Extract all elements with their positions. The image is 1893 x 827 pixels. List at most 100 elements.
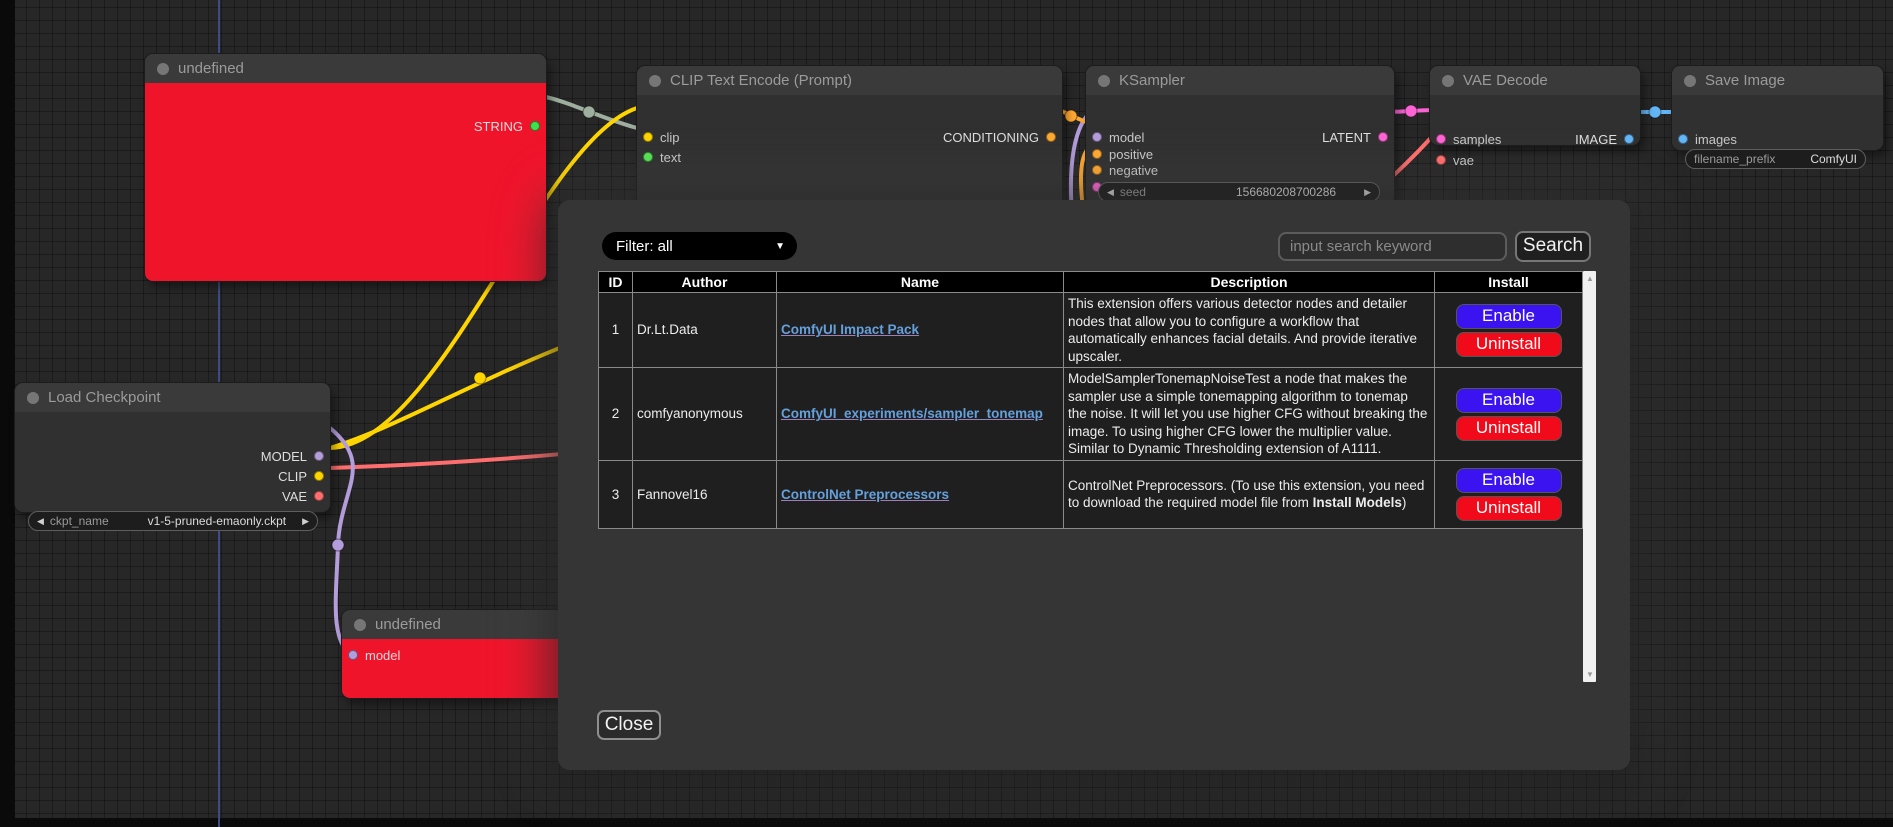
scroll-down-icon[interactable]: ▼	[1586, 670, 1594, 679]
input-clip[interactable]: clip	[643, 127, 680, 147]
search-button[interactable]: Search	[1515, 230, 1591, 262]
node-title: undefined	[178, 60, 244, 77]
scroll-up-icon[interactable]: ▲	[1586, 274, 1594, 283]
node-title: VAE Decode	[1463, 72, 1548, 89]
node-undefined-top[interactable]: undefined STRING	[145, 54, 546, 281]
node-status-dot	[1098, 74, 1110, 87]
latent-port-dot[interactable]	[1436, 134, 1446, 144]
conditioning-port-dot[interactable]	[1046, 132, 1056, 142]
input-text[interactable]: text	[643, 147, 681, 167]
uninstall-button[interactable]: Uninstall	[1455, 415, 1562, 441]
output-image[interactable]: IMAGE	[1575, 129, 1634, 149]
canvas-edge-left	[0, 0, 15, 827]
input-images[interactable]: images	[1678, 129, 1737, 149]
node-title: CLIP Text Encode (Prompt)	[670, 72, 853, 89]
enable-button[interactable]: Enable	[1455, 387, 1562, 413]
cell-author: comfyanonymous	[632, 367, 777, 461]
input-samples[interactable]: samples	[1436, 129, 1501, 149]
extension-row: 3 Fannovel16 ControlNet Preprocessors Co…	[598, 459, 1583, 529]
link-dot-image[interactable]	[1648, 105, 1662, 119]
node-status-dot	[1442, 74, 1454, 87]
enable-button[interactable]: Enable	[1455, 303, 1562, 329]
output-vae[interactable]: VAE	[282, 486, 324, 506]
output-string[interactable]: STRING	[474, 116, 540, 136]
input-negative[interactable]: negative	[1092, 160, 1158, 180]
scrollbar[interactable]: ▲ ▼	[1583, 271, 1596, 682]
node-status-dot	[354, 618, 366, 631]
filter-select[interactable]: Filter: all ▼	[602, 232, 797, 260]
manager-dialog: Filter: all ▼ Search ID Author Name Desc…	[558, 200, 1630, 770]
node-vae-decode[interactable]: VAE Decode samples vae IMAGE	[1430, 66, 1640, 168]
image-port-dot[interactable]	[1624, 134, 1634, 144]
col-header-id: ID	[598, 271, 633, 293]
cell-id: 1	[598, 291, 633, 369]
vae-port-dot[interactable]	[314, 491, 324, 501]
enable-button[interactable]: Enable	[1455, 467, 1562, 493]
seed-widget[interactable]: ◀ seed 156680208700286 ▶	[1098, 182, 1380, 202]
extension-link[interactable]: ControlNet Preprocessors	[781, 486, 950, 502]
link-dot-conditioning[interactable]	[1064, 109, 1078, 123]
widget-label: seed	[1119, 185, 1146, 199]
text-port-dot[interactable]	[643, 152, 653, 162]
prev-arrow-icon[interactable]: ◀	[37, 515, 44, 526]
widget-label: ckpt_name	[49, 514, 109, 528]
model-port-dot[interactable]	[314, 451, 324, 461]
cell-id: 2	[598, 367, 633, 461]
latent-port-dot[interactable]	[1378, 132, 1388, 142]
conditioning-port-dot[interactable]	[1092, 149, 1102, 159]
link-dot-string[interactable]	[582, 105, 596, 119]
col-header-install: Install	[1434, 271, 1583, 293]
extension-row: 1 Dr.Lt.Data ComfyUI Impact Pack This ex…	[598, 291, 1583, 369]
widget-value: ComfyUI	[1810, 152, 1857, 166]
vae-port-dot[interactable]	[1436, 155, 1446, 165]
node-status-dot	[157, 62, 169, 75]
node-status-dot	[27, 391, 39, 404]
input-positive[interactable]: positive	[1092, 144, 1153, 164]
node-status-dot	[1684, 74, 1696, 87]
input-vae[interactable]: vae	[1436, 150, 1474, 170]
output-clip[interactable]: CLIP	[278, 466, 324, 486]
node-status-dot	[649, 74, 661, 87]
next-arrow-icon[interactable]: ▶	[302, 515, 309, 526]
link-dot-latent[interactable]	[1404, 104, 1418, 118]
uninstall-button[interactable]: Uninstall	[1455, 495, 1562, 521]
increment-arrow-icon[interactable]: ▶	[1364, 186, 1371, 197]
extension-link[interactable]: ComfyUI_experiments/sampler_tonemap	[781, 406, 1043, 422]
node-title: Save Image	[1705, 72, 1786, 89]
image-port-dot[interactable]	[1678, 134, 1688, 144]
link-dot-clip[interactable]	[473, 371, 487, 385]
node-ksampler[interactable]: KSampler model positive negative latent_…	[1086, 66, 1394, 205]
ckpt-name-widget[interactable]: ◀ ckpt_name v1-5-pruned-emaonly.ckpt ▶	[28, 511, 318, 531]
output-model[interactable]: MODEL	[261, 446, 324, 466]
node-title: KSampler	[1119, 72, 1185, 89]
cell-description: ControlNet Preprocessors. (To use this e…	[1063, 459, 1435, 529]
close-button[interactable]: Close	[597, 710, 661, 740]
cell-description: This extension offers various detector n…	[1063, 291, 1435, 369]
col-header-description: Description	[1063, 271, 1435, 293]
col-header-name: Name	[776, 271, 1064, 293]
input-model[interactable]: model	[348, 645, 400, 665]
search-input[interactable]	[1278, 231, 1507, 261]
node-title: Load Checkpoint	[48, 389, 161, 406]
node-load-checkpoint[interactable]: Load Checkpoint MODEL CLIP VAE ◀ ckpt_na…	[15, 383, 330, 531]
cell-description: ModelSamplerTonemapNoiseTest a node that…	[1063, 367, 1435, 461]
model-port-dot[interactable]	[1092, 132, 1102, 142]
output-latent[interactable]: LATENT	[1322, 127, 1388, 147]
link-dot-model[interactable]	[331, 538, 345, 552]
model-port-dot[interactable]	[348, 650, 358, 660]
filename-prefix-widget[interactable]: filename_prefix ComfyUI	[1685, 149, 1866, 169]
extension-link[interactable]: ComfyUI Impact Pack	[781, 322, 920, 338]
conditioning-port-dot[interactable]	[1092, 165, 1102, 175]
decrement-arrow-icon[interactable]: ◀	[1107, 186, 1114, 197]
string-port-dot[interactable]	[530, 121, 540, 131]
node-save-image[interactable]: Save Image images filename_prefix ComfyU…	[1672, 66, 1883, 169]
clip-port-dot[interactable]	[314, 471, 324, 481]
input-model[interactable]: model	[1092, 127, 1144, 147]
filter-select-value: Filter: all	[616, 237, 673, 255]
extension-row: 2 comfyanonymous ComfyUI_experiments/sam…	[598, 367, 1583, 461]
clip-port-dot[interactable]	[643, 132, 653, 142]
latent-port-dot[interactable]	[1092, 182, 1102, 192]
output-conditioning[interactable]: CONDITIONING	[943, 127, 1056, 147]
uninstall-button[interactable]: Uninstall	[1455, 331, 1562, 357]
